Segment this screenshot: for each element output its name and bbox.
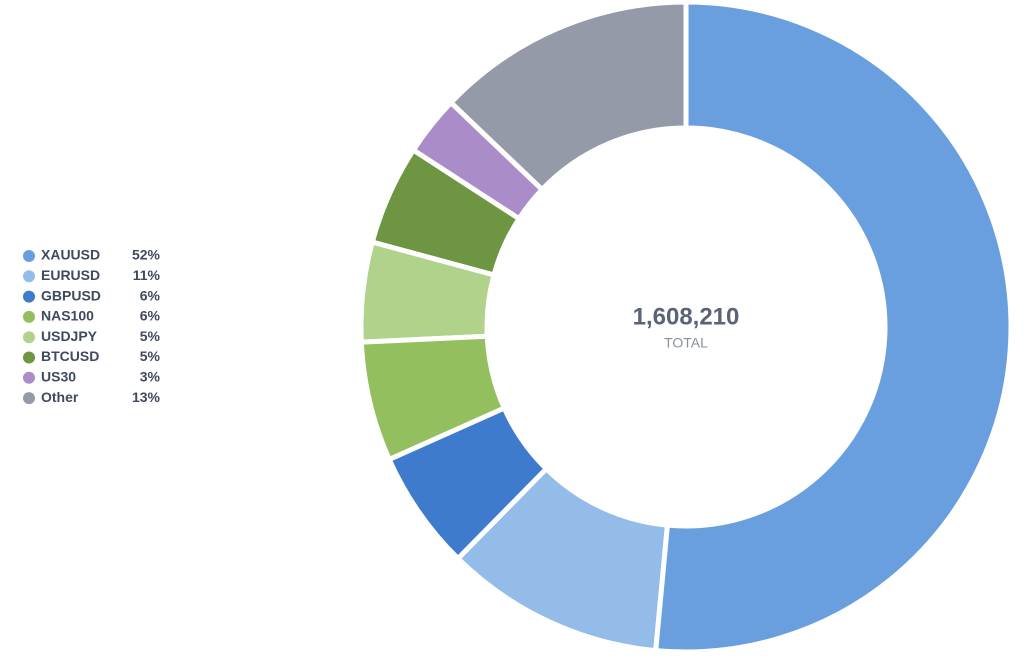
donut-slice (358, 333, 508, 463)
legend-value: 6% (140, 308, 161, 324)
legend-marker (23, 371, 35, 384)
legend-label: NAS100 (41, 308, 94, 324)
legend-value: 3% (140, 369, 161, 385)
donut-slice (385, 404, 550, 563)
legend-label: GBPUSD (41, 287, 101, 303)
legend-value: 52% (132, 247, 161, 263)
legend-marker (23, 331, 35, 344)
legend-label: EURUSD (41, 267, 100, 283)
legend-value: 5% (140, 328, 161, 344)
legend-value: 6% (140, 287, 161, 303)
donut-slice (454, 465, 671, 654)
donut-slice (369, 146, 523, 279)
legend-label: US30 (41, 369, 76, 385)
donut-slice (652, 0, 1014, 655)
donut-slice (358, 239, 497, 345)
legend-label: USDJPY (41, 328, 98, 344)
legend-label: BTCUSD (41, 348, 99, 364)
legend-marker (23, 310, 35, 323)
legend-label: Other (41, 389, 79, 405)
legend-value: 11% (133, 267, 161, 283)
legend-value: 5% (140, 348, 161, 364)
total-caption: TOTAL (664, 335, 708, 351)
legend-marker (23, 351, 35, 364)
legend-marker (23, 290, 35, 303)
legend-marker (23, 270, 35, 283)
total-value: 1,608,210 (633, 303, 740, 330)
legend-marker (23, 250, 35, 262)
legend-label: XAUUSD (41, 247, 100, 263)
donut-slice (409, 99, 546, 223)
legend-marker (23, 392, 35, 405)
legend-value: 13% (132, 389, 161, 405)
